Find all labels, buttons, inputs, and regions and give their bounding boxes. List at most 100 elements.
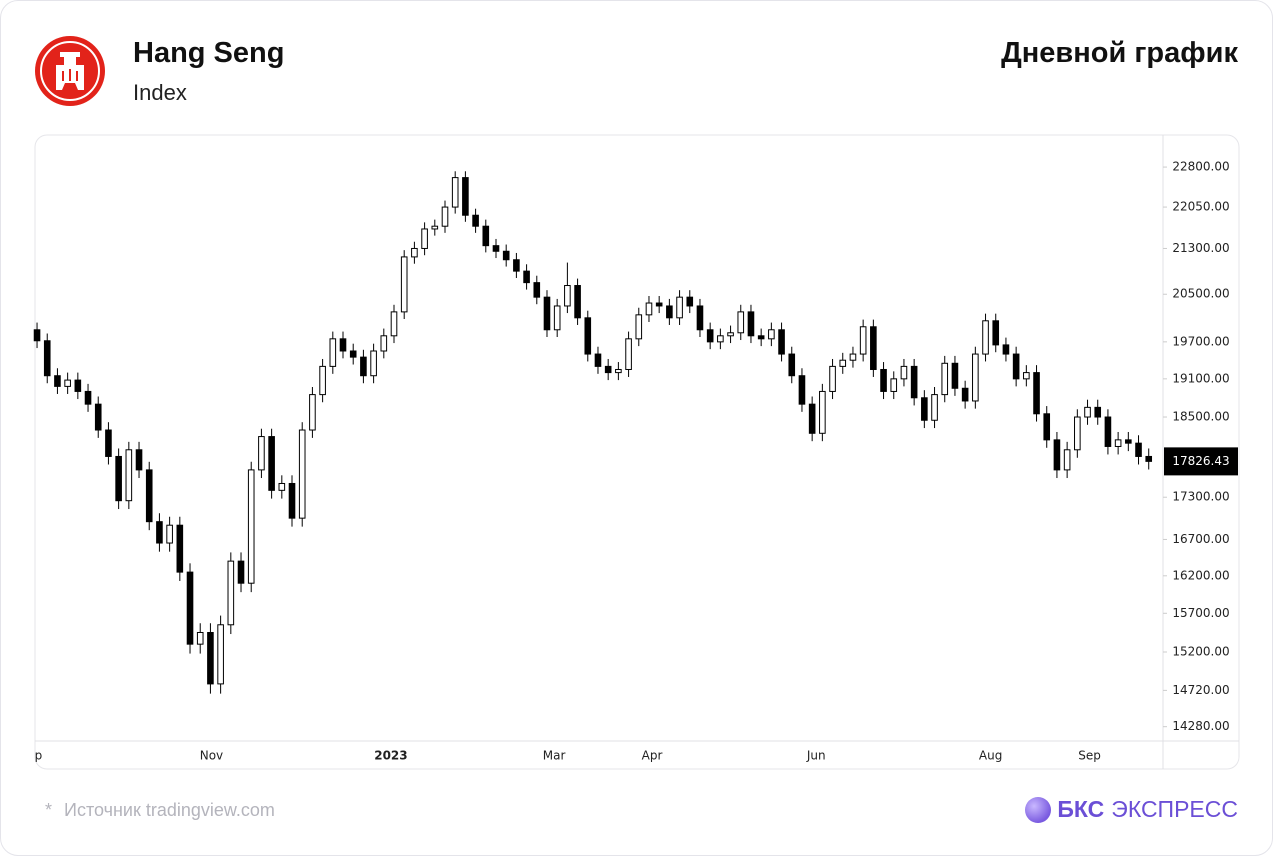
candle-body xyxy=(227,560,235,626)
y-tick-label: 14720.00 xyxy=(1172,683,1229,697)
candle-body xyxy=(615,368,622,374)
candle-body xyxy=(74,379,82,392)
candle-body xyxy=(145,469,153,523)
candle-body xyxy=(757,335,765,340)
candle-body xyxy=(411,247,418,258)
y-tick-label: 15200.00 xyxy=(1172,645,1229,659)
candle-body xyxy=(1012,353,1020,380)
candle-body xyxy=(431,225,439,230)
candle-body xyxy=(717,335,724,343)
candle-body xyxy=(421,228,428,249)
candle-body xyxy=(492,245,500,252)
candle-body xyxy=(706,329,714,343)
candle-body xyxy=(472,214,479,227)
candle-body xyxy=(808,403,816,434)
candle-body xyxy=(859,326,867,355)
y-tick-label: 17300.00 xyxy=(1172,490,1229,504)
y-tick-label: 19100.00 xyxy=(1172,371,1229,385)
candle-body xyxy=(462,177,469,216)
candle-body xyxy=(870,326,877,370)
candle-body xyxy=(349,350,357,358)
candle-body xyxy=(533,282,541,298)
candle-body xyxy=(768,329,775,340)
candle-body xyxy=(513,259,520,272)
candle-body xyxy=(115,455,122,502)
candle-body xyxy=(1043,413,1051,441)
candle-body xyxy=(564,285,571,307)
candle-body xyxy=(1023,372,1030,380)
candle-body xyxy=(574,285,581,319)
candle-body xyxy=(727,332,734,337)
candle-body xyxy=(360,356,367,377)
candle-body xyxy=(931,394,938,421)
candle-body xyxy=(1114,439,1122,447)
brand-light: ЭКСПРЕСС xyxy=(1111,796,1238,822)
candle-body xyxy=(839,359,847,367)
candle-body xyxy=(1063,449,1071,471)
chart-label: Дневной график xyxy=(1001,37,1238,69)
candle-body xyxy=(1053,439,1061,471)
y-tick-label: 15700.00 xyxy=(1172,606,1229,620)
candle-body xyxy=(584,317,592,355)
candle-body xyxy=(635,314,643,340)
candle-body xyxy=(105,429,112,457)
candle-body xyxy=(441,206,449,227)
last-price-box xyxy=(1164,447,1238,476)
candle-body xyxy=(666,305,673,319)
candle-body xyxy=(176,524,184,573)
subtitle: Index xyxy=(133,80,187,105)
x-tick-label: Nov xyxy=(200,749,223,763)
brand-bold: БКС xyxy=(1057,796,1105,822)
x-tick-label: Apr xyxy=(642,749,663,763)
x-tick-label: Sep xyxy=(20,749,43,763)
candle-body xyxy=(207,631,214,685)
brand: БКС ЭКСПРЕСС xyxy=(1025,796,1238,823)
y-tick-label: 16200.00 xyxy=(1172,568,1229,582)
candle-body xyxy=(645,302,653,316)
candle-body xyxy=(788,353,796,377)
footnote-mark: * xyxy=(45,800,53,820)
candle-body xyxy=(125,449,133,502)
candle-body xyxy=(1094,406,1102,418)
candle-body xyxy=(329,338,337,367)
candle-body xyxy=(1084,406,1091,418)
candle-body xyxy=(829,365,836,392)
candle-body xyxy=(849,353,857,361)
candle-body xyxy=(553,305,561,331)
candle-body xyxy=(502,250,510,261)
candle-body xyxy=(370,350,377,377)
candle-body xyxy=(594,353,602,367)
candle-body xyxy=(941,362,949,396)
x-tick-label: Mar xyxy=(543,749,566,763)
candle-body xyxy=(43,340,51,377)
y-tick-label: 21300.00 xyxy=(1172,241,1229,255)
candle-body xyxy=(1074,416,1081,451)
candle-body xyxy=(1104,416,1112,447)
candle-body xyxy=(451,177,459,208)
candle-body xyxy=(135,449,143,471)
candle-body xyxy=(278,482,286,491)
candle-body xyxy=(94,403,102,431)
source: Источник tradingview.com xyxy=(64,800,275,820)
x-tick-label: Aug xyxy=(979,749,1002,763)
candle-body xyxy=(910,365,918,399)
y-tick-label: 18500.00 xyxy=(1172,410,1229,424)
candle-body xyxy=(268,436,275,491)
candle-body xyxy=(676,296,683,319)
candle-body xyxy=(543,296,551,331)
candle-body xyxy=(890,378,898,392)
title: Hang Seng xyxy=(133,37,285,69)
candle-body xyxy=(982,320,989,355)
candle-body xyxy=(196,631,204,645)
last-price-label: 17826.43 xyxy=(1172,454,1229,468)
candle-body xyxy=(319,365,326,396)
candle-body xyxy=(523,270,530,284)
candle-body xyxy=(186,571,194,645)
candle-body xyxy=(819,390,826,434)
y-tick-label: 19700.00 xyxy=(1172,334,1229,348)
logo xyxy=(35,36,105,106)
candle-body xyxy=(84,390,92,405)
candle-body xyxy=(778,329,785,355)
candle-body xyxy=(604,365,612,374)
